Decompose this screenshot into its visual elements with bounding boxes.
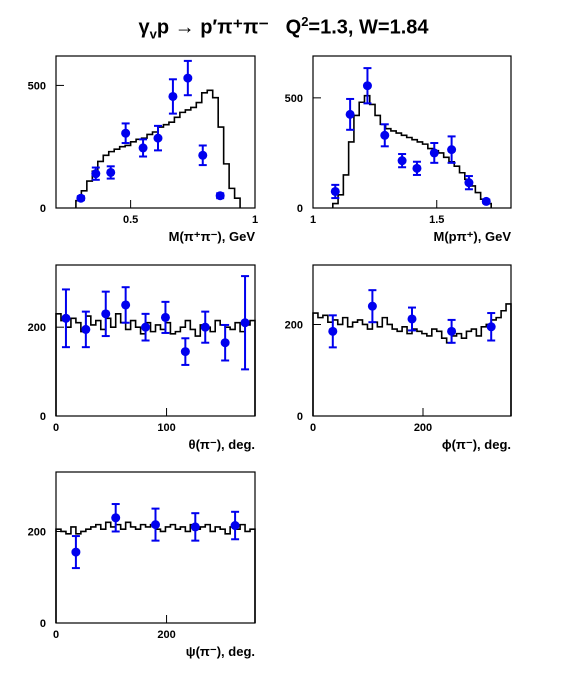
panel-theta: 0 100 0 200 θ(π⁻), deg. [28, 264, 256, 452]
data-point [106, 167, 116, 177]
data-point [168, 91, 178, 101]
title-kinematics: =1.3, W=1.84 [308, 16, 429, 39]
y-tick-label: 0 [40, 618, 46, 630]
data-point [481, 196, 491, 206]
x-tick-label: 0.5 [123, 214, 138, 226]
y-tick-label: 0 [40, 203, 46, 215]
data-point [111, 513, 121, 523]
panel-phi: 0 200 0 200 ϕ(π⁻), deg. [285, 264, 512, 452]
x-tick-label: 1 [310, 214, 316, 226]
data-point [429, 148, 439, 158]
data-point [220, 338, 230, 348]
y-tick-label: 0 [297, 411, 303, 423]
title-reaction: p → p′π⁺π⁻ [156, 16, 269, 39]
x-axis-label: M(π⁺π⁻), GeV [169, 229, 256, 244]
data-point [240, 318, 250, 328]
page-title: γvp → p′π⁺π⁻ Q2=1.3, W=1.84 [0, 14, 567, 42]
x-axis-label: M(pπ⁺), GeV [434, 229, 512, 244]
y-tick-label: 200 [28, 322, 46, 334]
x-tick-label: 0 [310, 422, 316, 434]
title-q-power: 2 [301, 14, 309, 29]
data-point [447, 326, 457, 336]
data-point [76, 193, 86, 203]
x-tick-label: 100 [157, 422, 175, 434]
data-point [71, 547, 81, 557]
plot-frame [55, 471, 256, 624]
data-point [121, 128, 131, 138]
data-point [412, 163, 422, 173]
data-point [138, 143, 148, 153]
data-point [61, 313, 71, 323]
data-point [367, 301, 377, 311]
x-axis-label: ϕ(π⁻), deg. [442, 437, 511, 452]
data-point [160, 312, 170, 322]
data-point [121, 300, 131, 310]
model-histogram [332, 94, 492, 208]
data-point [81, 324, 91, 334]
y-tick-label: 200 [28, 526, 46, 538]
data-point [380, 130, 390, 140]
y-tick-label: 500 [285, 93, 303, 105]
x-axis-label: ψ(π⁻), deg. [186, 644, 255, 659]
title-q-label: Q [285, 16, 302, 39]
data-point [91, 169, 101, 179]
data-point [345, 109, 355, 119]
panel-m_ppi: 1 1.5 0 500 M(pπ⁺), GeV [285, 55, 512, 244]
y-tick-label: 500 [28, 80, 46, 92]
x-tick-label: 0 [53, 629, 59, 641]
data-point [180, 347, 190, 357]
plot-frame [55, 55, 256, 209]
data-point [101, 309, 111, 319]
x-tick-label: 0 [53, 422, 59, 434]
plot-frame [312, 264, 512, 417]
y-tick-label: 0 [297, 203, 303, 215]
x-tick-label: 200 [414, 422, 432, 434]
data-point [215, 191, 225, 201]
data-point [397, 156, 407, 166]
data-point [230, 521, 240, 531]
panel-m_pipi: 0.5 1 0 500 M(π⁺π⁻), GeV [28, 55, 258, 244]
x-tick-label: 1 [252, 214, 258, 226]
data-point [330, 186, 340, 196]
data-point [153, 133, 163, 143]
x-tick-label: 1.5 [429, 214, 444, 226]
y-tick-label: 200 [285, 319, 303, 331]
panel-psi: 0 200 0 200 ψ(π⁻), deg. [28, 471, 256, 659]
data-point [200, 322, 210, 332]
data-point [198, 150, 208, 160]
data-point [407, 314, 417, 324]
plot-frame [312, 55, 512, 209]
data-point [447, 145, 457, 155]
title-gamma: γ [138, 16, 150, 39]
x-tick-label: 200 [157, 629, 175, 641]
data-point [328, 326, 338, 336]
data-point [151, 520, 160, 530]
data-point [183, 73, 193, 83]
y-tick-label: 0 [40, 411, 46, 423]
data-point [486, 322, 496, 332]
x-axis-label: θ(π⁻), deg. [189, 437, 255, 452]
title-subscript: v [149, 26, 157, 42]
data-point [190, 522, 200, 532]
data-point [141, 322, 151, 332]
data-point [362, 81, 372, 91]
data-point [464, 178, 474, 188]
